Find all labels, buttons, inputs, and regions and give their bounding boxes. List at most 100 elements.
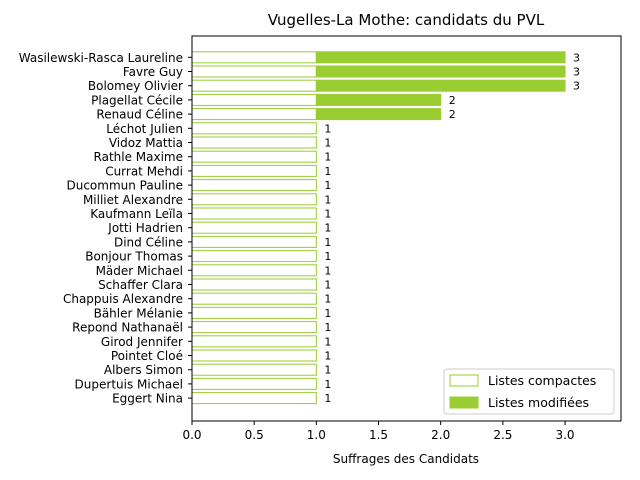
x-tick-label: 2.5 [493, 428, 512, 442]
data-label: 1 [324, 321, 331, 334]
y-tick-label: Pointet Cloé [111, 349, 183, 363]
data-label: 1 [324, 364, 331, 377]
legend-swatch-compactes [449, 374, 479, 387]
data-label: 1 [324, 293, 331, 306]
y-tick-label: Plagellat Cécile [91, 93, 183, 107]
bar-compactes [191, 207, 317, 220]
bar-compactes [191, 250, 317, 263]
y-tick-label: Milliet Alexandre [83, 193, 183, 207]
data-label: 1 [324, 307, 331, 320]
y-tick-label: Albers Simon [104, 363, 183, 377]
bar-compactes [191, 235, 317, 248]
data-label: 1 [324, 208, 331, 221]
bar-compactes [191, 164, 317, 177]
data-label: 1 [324, 122, 331, 135]
y-tick-label: Dupertuis Michael [75, 377, 183, 391]
bar-compactes [191, 349, 317, 362]
data-label: 3 [573, 51, 580, 64]
bar-compactes [191, 108, 317, 121]
x-axis-label: Suffrages des Candidats [333, 452, 479, 466]
x-axis-ticks: 0.0 0.5 1.0 1.5 2.0 2.5 3.0 [182, 421, 575, 442]
bar-compactes [191, 79, 317, 92]
bars-group [191, 51, 566, 405]
bar-compactes [191, 292, 317, 305]
data-label: 1 [324, 350, 331, 363]
bar-modifiees [315, 51, 566, 64]
legend-frame [443, 368, 615, 415]
data-label: 1 [324, 222, 331, 235]
data-label: 1 [324, 236, 331, 249]
bar-compactes [191, 221, 317, 234]
data-label: 1 [324, 193, 331, 206]
data-label: 3 [573, 66, 580, 79]
bar-compactes [191, 264, 317, 277]
bar-compactes [191, 321, 317, 334]
y-tick-label: Ducommun Pauline [66, 179, 183, 193]
y-tick-label: Bonjour Thomas [85, 250, 183, 264]
chart-title: Vugelles-La Mothe: candidats du PVL [268, 11, 545, 29]
bar-compactes [191, 179, 317, 192]
data-label: 1 [324, 179, 331, 192]
y-tick-label: Bolomey Olivier [88, 79, 183, 93]
bar-modifiees [315, 93, 442, 106]
y-tick-label: Renaud Céline [96, 108, 183, 122]
y-tick-label: Léchot Julien [106, 122, 183, 136]
bar-compactes [191, 65, 317, 78]
data-label: 1 [324, 279, 331, 292]
x-tick-label: 1.0 [307, 428, 326, 442]
x-tick-label: 0.5 [245, 428, 264, 442]
data-label: 2 [449, 94, 456, 107]
bar-modifiees [315, 108, 442, 121]
bar-compactes [191, 150, 317, 163]
y-tick-label: Vidoz Mattia [109, 136, 183, 150]
data-label: 2 [449, 108, 456, 121]
bar-compactes [191, 122, 317, 135]
data-label: 1 [324, 250, 331, 263]
bar-compactes [191, 278, 317, 291]
y-tick-label: Rathle Maxime [94, 150, 183, 164]
data-label: 1 [324, 335, 331, 348]
x-tick-label: 2.0 [431, 428, 450, 442]
bar-compactes [191, 51, 317, 64]
y-tick-label: Schaffer Clara [98, 278, 183, 292]
y-tick-label: Kaufmann Leïla [90, 207, 183, 221]
data-label: 3 [573, 80, 580, 93]
y-tick-label: Repond Nathanaël [72, 321, 183, 335]
data-label: 1 [324, 151, 331, 164]
data-label: 1 [324, 378, 331, 391]
y-tick-label: Mäder Michael [96, 264, 183, 278]
y-tick-label: Jotti Hadrien [107, 221, 183, 235]
bar-compactes [191, 377, 317, 390]
bar-modifiees [315, 79, 566, 92]
data-label: 1 [324, 264, 331, 277]
x-tick-label: 1.5 [369, 428, 388, 442]
y-tick-label: Girod Jennifer [101, 335, 183, 349]
data-label: 1 [324, 165, 331, 178]
y-tick-label: Wasilewski-Rasca Laureline [19, 51, 183, 65]
legend-label-compactes: Listes compactes [488, 373, 596, 388]
bar-compactes [191, 363, 317, 376]
x-tick-label: 3.0 [555, 428, 574, 442]
y-tick-label: Bähler Mélanie [94, 306, 183, 320]
y-tick-label: Favre Guy [123, 65, 183, 79]
data-label: 1 [324, 392, 331, 405]
bar-compactes [191, 392, 317, 405]
data-label: 1 [324, 137, 331, 150]
legend-swatch-modifiees [449, 396, 479, 409]
bar-compactes [191, 93, 317, 106]
bar-compactes [191, 193, 317, 206]
bar-compactes [191, 136, 317, 149]
y-tick-label: Chappuis Alexandre [63, 292, 183, 306]
bar-compactes [191, 306, 317, 319]
bar-compactes [191, 335, 317, 348]
y-tick-label: Currat Mehdi [105, 164, 183, 178]
y-tick-label: Eggert Nina [112, 392, 183, 406]
x-tick-label: 0.0 [182, 428, 201, 442]
bar-modifiees [315, 65, 566, 78]
legend-label-modifiees: Listes modifiées [488, 395, 589, 410]
legend: Listes compactes Listes modifiées [443, 368, 615, 415]
y-tick-label: Dind Céline [114, 235, 183, 249]
